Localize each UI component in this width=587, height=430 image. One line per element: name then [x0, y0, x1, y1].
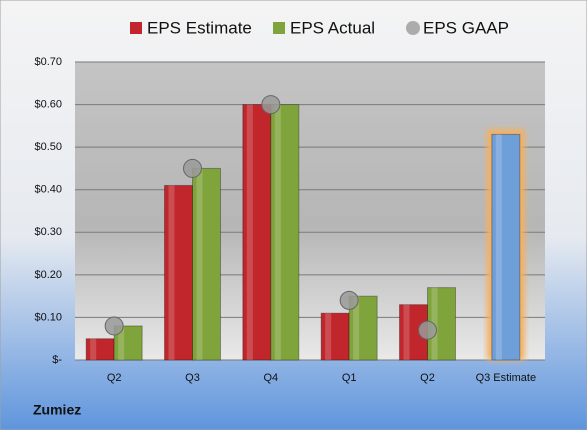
bar-shine	[495, 134, 502, 360]
bar	[242, 104, 272, 361]
y-tick-label: $0.70	[34, 56, 62, 68]
bar-shine	[403, 304, 410, 360]
company-name: Zumiez	[33, 402, 81, 418]
y-tick-label: $0.50	[34, 141, 62, 153]
legend-label: EPS Estimate	[147, 18, 252, 37]
bar-shine	[118, 325, 125, 360]
bar	[192, 167, 221, 361]
y-tick-label: $0.30	[34, 226, 62, 238]
plot-area	[75, 62, 545, 360]
y-tick-label: $0.60	[34, 98, 62, 110]
bar	[320, 312, 350, 361]
bar	[164, 184, 193, 361]
legend-marker	[130, 22, 142, 34]
y-tick-label: $0.10	[34, 311, 62, 323]
bar-shine	[168, 185, 175, 360]
y-tick-label: $0.40	[34, 184, 62, 196]
legend-marker	[406, 21, 420, 35]
legend-label: EPS GAAP	[423, 18, 509, 37]
x-tick-label: Q2	[420, 372, 435, 384]
gaap-point	[104, 316, 124, 336]
bar-shine	[353, 296, 360, 360]
x-tick-label: Q3 Estimate	[476, 372, 537, 384]
gaap-point	[418, 320, 437, 340]
legend-marker	[273, 22, 285, 34]
bar-shine	[274, 104, 281, 360]
x-tick-label: Q4	[263, 372, 278, 384]
x-tick-label: Q1	[342, 372, 357, 384]
bar-shine	[246, 104, 253, 360]
bar-shine	[325, 313, 332, 360]
gaap-point	[183, 158, 202, 178]
bar-shine	[196, 168, 203, 360]
y-tick-label: $-	[52, 354, 62, 366]
bar	[270, 104, 300, 361]
x-tick-label: Q3	[185, 372, 200, 384]
gaap-point	[261, 95, 281, 115]
x-tick-label: Q2	[107, 372, 122, 384]
bar	[113, 325, 143, 361]
gaap-point	[339, 290, 359, 310]
bar-shine	[90, 338, 97, 360]
y-tick-label: $0.20	[34, 269, 62, 281]
legend-label: EPS Actual	[290, 18, 375, 37]
bar	[491, 133, 521, 361]
